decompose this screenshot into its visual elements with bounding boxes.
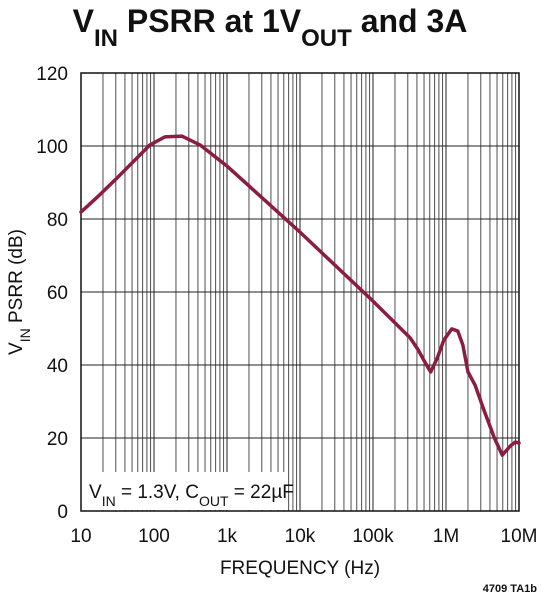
figure-note: 4709 TA1b <box>483 583 537 595</box>
x-tick-label: 1M <box>433 526 459 547</box>
text-part: V <box>89 482 102 503</box>
subscript: IN <box>102 493 116 509</box>
subscript: IN <box>17 328 33 342</box>
plot-frame <box>80 72 520 512</box>
text-part: = 22µF <box>229 482 294 503</box>
chart-title: VIN PSRR at 1VOUT and 3A <box>73 3 468 52</box>
text-part: PSRR (dB) <box>6 229 27 328</box>
y-tick-label: 120 <box>36 64 68 85</box>
y-tick-label: 60 <box>47 283 68 304</box>
y-axis-label: VIN PSRR (dB) <box>6 229 33 355</box>
x-tick-label: 10k <box>285 526 316 547</box>
x-tick-label: 100k <box>352 526 394 547</box>
annotation-box <box>82 472 287 510</box>
y-tick-label: 20 <box>47 429 68 450</box>
text-part: = 1.3V, C <box>116 482 199 503</box>
annotation: VIN = 1.3V, COUT = 22µF <box>89 482 294 509</box>
text-part: PSRR at 1V <box>118 3 302 39</box>
text-part: and 3A <box>352 3 468 39</box>
data-line <box>79 134 521 457</box>
subscript: IN <box>94 25 118 52</box>
x-tick-label: 1k <box>217 526 238 547</box>
x-axis-label: FREQUENCY (Hz) <box>220 558 380 579</box>
subscript: OUT <box>301 25 352 52</box>
y-tick-label: 80 <box>47 210 68 231</box>
y-tick-label: 100 <box>36 137 68 158</box>
subscript: OUT <box>199 493 229 509</box>
text-part: V <box>6 342 27 355</box>
x-tick-label: 10 <box>70 526 91 547</box>
text-part: V <box>73 3 95 39</box>
x-tick-label: 100 <box>138 526 170 547</box>
x-tick-label: 10M <box>501 526 538 547</box>
y-tick-label: 0 <box>57 502 68 523</box>
y-tick-label: 40 <box>47 356 68 377</box>
